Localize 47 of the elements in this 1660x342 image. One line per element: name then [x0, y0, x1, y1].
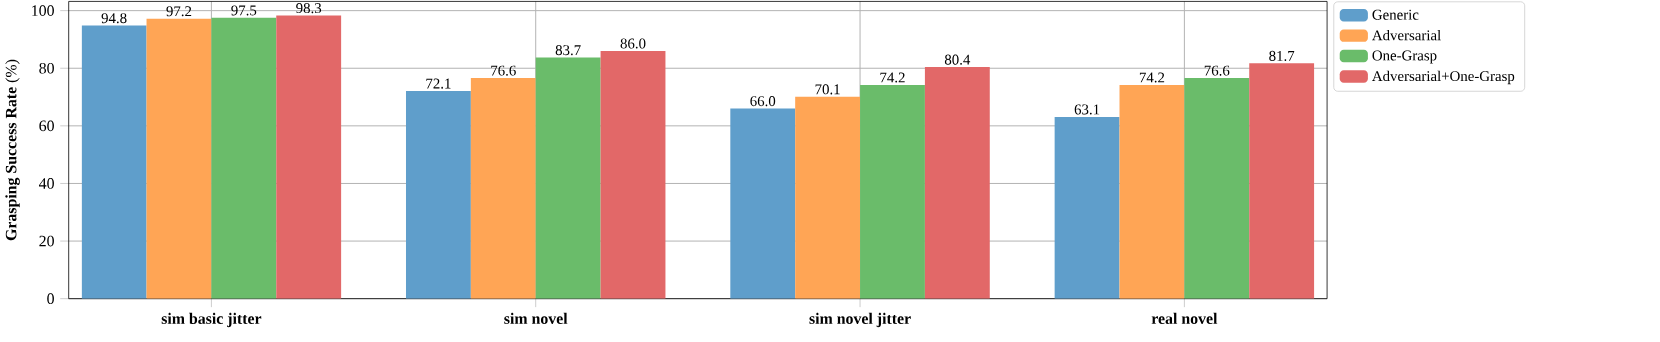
- data-label: 74.2: [880, 72, 905, 83]
- bar: [146, 18, 212, 299]
- bar: [276, 15, 342, 299]
- data-label: 76.6: [1204, 65, 1230, 76]
- bar: [211, 17, 277, 299]
- y-tick-label: 20: [39, 235, 54, 247]
- bar: [1054, 116, 1120, 299]
- data-label: 94.8: [101, 13, 127, 24]
- data-label: 83.7: [555, 44, 581, 56]
- x-tick-label: sim basic jitter: [161, 312, 262, 328]
- legend-label: Adversarial+One-Grasp: [1372, 70, 1515, 85]
- x-tick-label: real novel: [1151, 312, 1218, 324]
- bar: [860, 84, 925, 299]
- bar: [600, 50, 666, 299]
- y-tick-label: 60: [39, 120, 54, 132]
- data-label: 81.7: [1269, 50, 1295, 61]
- y-tick-label: 80: [39, 62, 54, 74]
- data-label: 76.6: [491, 65, 516, 76]
- bar: [81, 25, 147, 299]
- bar: [470, 77, 536, 299]
- y-tick-label: 0: [47, 293, 54, 304]
- data-label: 63.1: [1074, 104, 1100, 115]
- y-tick-label: 100: [32, 5, 54, 16]
- data-label: 97.5: [231, 5, 257, 16]
- data-label: 86.0: [620, 38, 646, 49]
- legend-label: Generic: [1372, 9, 1419, 20]
- data-label: 74.2: [1139, 72, 1165, 83]
- data-label: 97.2: [166, 6, 192, 17]
- bar: [795, 96, 861, 299]
- data-label: 70.1: [815, 84, 840, 95]
- y-tick-label: 40: [39, 177, 54, 189]
- bar: [1249, 63, 1315, 299]
- bar: [924, 66, 990, 299]
- data-label: 66.0: [750, 95, 776, 107]
- data-label: 72.1: [426, 78, 451, 89]
- bar: [730, 108, 796, 299]
- y-axis-title: Grasping Success Rate (%): [5, 59, 20, 241]
- data-label: 80.4: [944, 54, 971, 65]
- x-tick-label: sim novel jitter: [809, 312, 911, 328]
- x-tick-label: sim novel: [504, 312, 568, 324]
- data-label: 98.3: [296, 2, 322, 14]
- bar: [405, 90, 471, 299]
- legend-label: One-Grasp: [1372, 50, 1437, 64]
- bar: [1119, 84, 1185, 299]
- legend-label: Adversarial: [1372, 29, 1441, 41]
- bar: [535, 57, 601, 299]
- bar: [1184, 77, 1250, 299]
